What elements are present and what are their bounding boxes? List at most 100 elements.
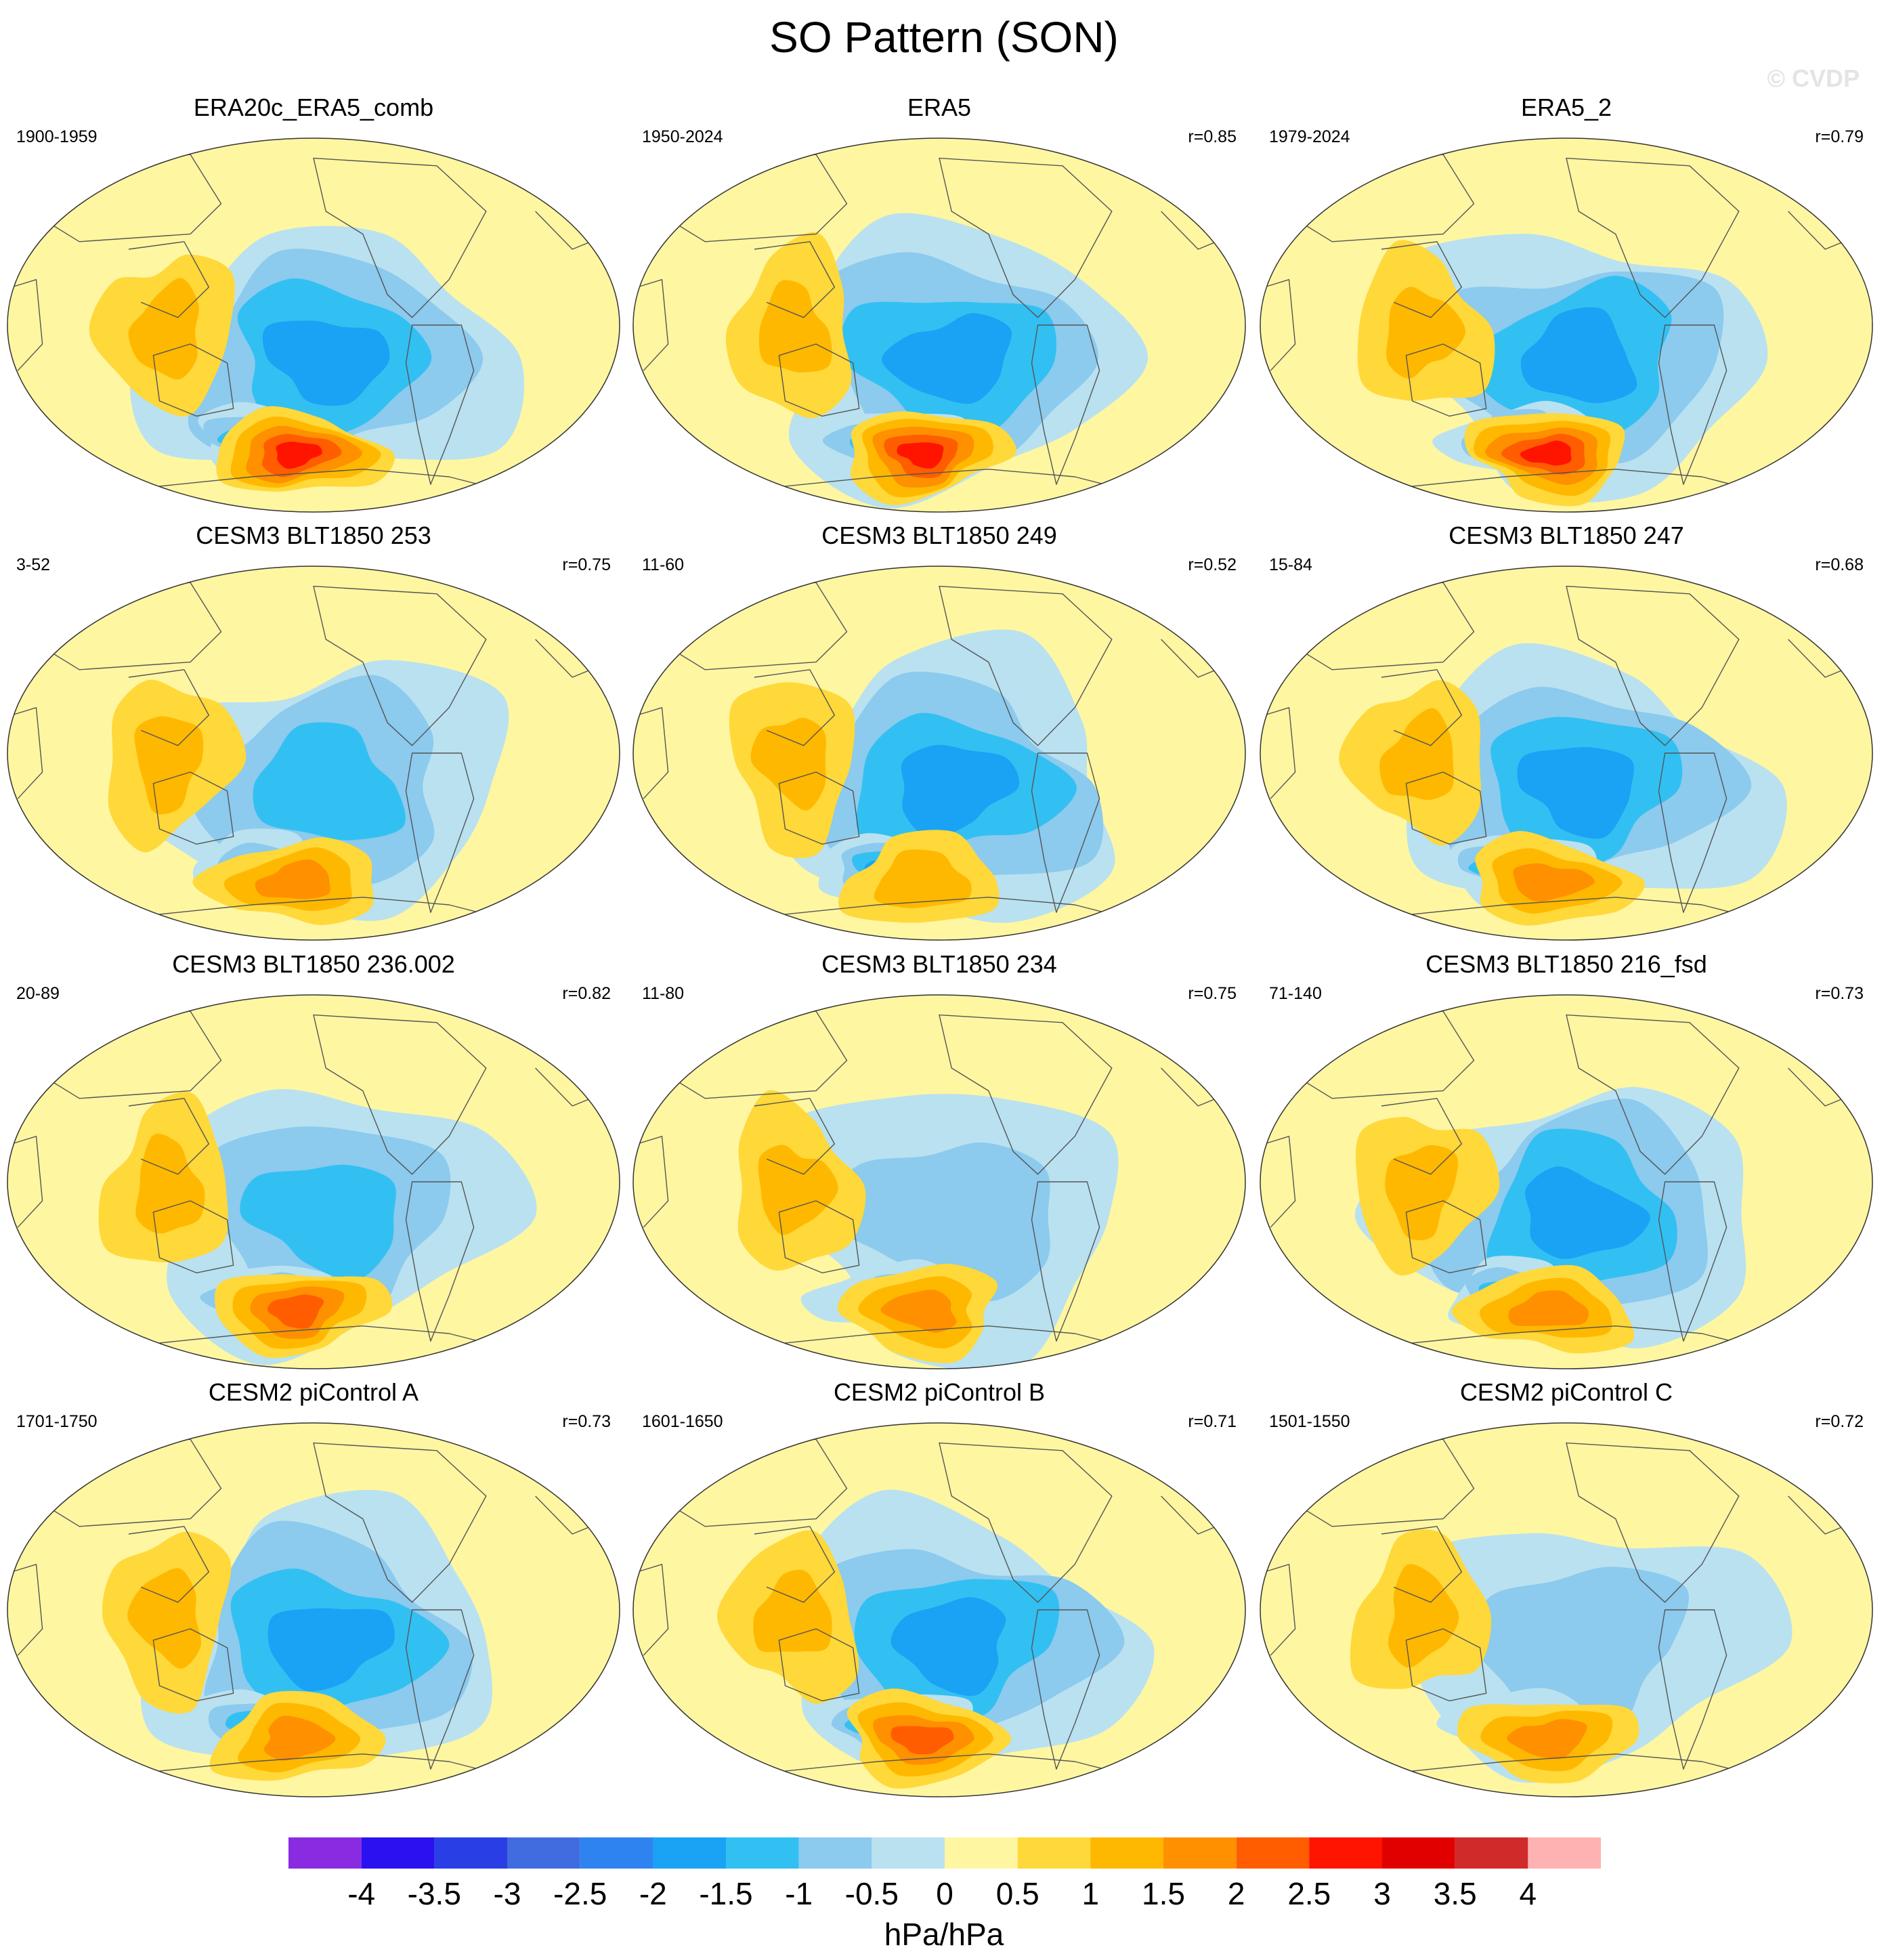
coastline xyxy=(1566,585,1740,746)
coastline xyxy=(767,1753,1149,1781)
colorbar-swatch xyxy=(288,1837,362,1869)
coastline xyxy=(313,157,487,318)
coastline xyxy=(754,669,835,746)
coastline xyxy=(939,1014,1113,1175)
coastline xyxy=(128,669,209,746)
panel-period: 1501-1550 xyxy=(1269,1412,1350,1431)
map-panel: ERA5_2 1979-2024 r=0.79 xyxy=(1258,93,1874,513)
coastline xyxy=(767,1325,1149,1353)
coastline xyxy=(1381,669,1462,746)
robinson-map xyxy=(7,994,620,1369)
map-panel: ERA5 1950-2024 r=0.85 xyxy=(631,93,1247,513)
coastline xyxy=(11,1564,43,1656)
positive-anomaly-contour xyxy=(1520,440,1572,466)
coastline xyxy=(1394,1753,1776,1781)
globe-outline xyxy=(1260,1422,1873,1797)
panel-period: 1701-1750 xyxy=(16,1412,98,1431)
positive-anomaly-contour xyxy=(753,1569,832,1653)
coastline xyxy=(152,1628,234,1702)
panel-pattern-correlation: r=0.85 xyxy=(1188,127,1237,146)
colorbar-swatch xyxy=(361,1837,435,1869)
colorbar-swatch xyxy=(1163,1837,1237,1869)
map-panel: CESM3 BLT1850 216_fsd 71-140 r=0.73 xyxy=(1258,950,1874,1370)
positive-anomaly-contour xyxy=(758,280,832,372)
globe-outline xyxy=(7,566,620,941)
colorbar-units-label: hPa/hPa xyxy=(884,1917,1004,1952)
panel-title: CESM2 piControl B xyxy=(833,1378,1046,1406)
negative-anomaly-contour xyxy=(1517,747,1634,839)
negative-anomaly-contour xyxy=(253,722,406,840)
panel-pattern-correlation: r=0.79 xyxy=(1815,127,1864,146)
coastline xyxy=(637,1136,669,1228)
coastline xyxy=(1031,324,1100,485)
panel-pattern-correlation: r=0.73 xyxy=(562,1412,611,1431)
panel-pattern-correlation: r=0.72 xyxy=(1815,1412,1864,1431)
colorbar-tick-label: 0 xyxy=(936,1876,953,1911)
panel-title: CESM3 BLT1850 249 xyxy=(821,521,1057,549)
robinson-map xyxy=(7,566,620,941)
colorbar-tick-label: -1.5 xyxy=(699,1876,752,1911)
coastline xyxy=(1394,1325,1776,1353)
coastline xyxy=(313,585,487,746)
colorbar-swatch xyxy=(1528,1837,1601,1869)
globe-outline xyxy=(1260,994,1873,1369)
negative-anomaly-contour xyxy=(240,1164,396,1281)
robinson-map xyxy=(7,1422,620,1797)
coastline xyxy=(1658,324,1728,485)
coastline xyxy=(141,469,523,496)
robinson-map xyxy=(1260,137,1873,513)
coastline xyxy=(1264,1136,1296,1228)
positive-anomaly-contour xyxy=(1513,863,1595,902)
coastline xyxy=(778,1628,860,1702)
negative-anomaly-contour xyxy=(267,1608,395,1692)
coastline xyxy=(405,324,475,485)
colorbar-swatch xyxy=(1090,1837,1163,1869)
colorbar-swatch xyxy=(726,1837,799,1869)
coastline xyxy=(1381,1526,1462,1603)
colorbar-swatch xyxy=(1309,1837,1382,1869)
panel-title: CESM3 BLT1850 234 xyxy=(821,950,1057,978)
panel-title: CESM3 BLT1850 253 xyxy=(196,521,431,549)
colorbar-swatch xyxy=(1236,1837,1310,1869)
panel-pattern-correlation: r=0.75 xyxy=(1188,984,1237,1003)
map-panel: CESM3 BLT1850 247 15-84 r=0.68 xyxy=(1258,521,1874,941)
coastline xyxy=(152,771,234,845)
panel-pattern-correlation: r=0.82 xyxy=(562,984,611,1003)
globe-outline xyxy=(1260,137,1873,513)
coastline xyxy=(141,897,523,924)
panel-period: 1900-1959 xyxy=(16,127,98,146)
positive-anomaly-contour xyxy=(1507,1719,1587,1760)
coastline xyxy=(1381,1098,1462,1175)
colorbar-tick-label: 0.5 xyxy=(996,1876,1039,1911)
panel-title: ERA5_2 xyxy=(1520,93,1612,121)
colorbar-swatch xyxy=(580,1837,653,1869)
colorbar-tick-label: -2.5 xyxy=(553,1876,607,1911)
robinson-map xyxy=(632,566,1246,941)
coastline xyxy=(1264,707,1296,799)
globe-outline xyxy=(632,566,1246,941)
negative-anomaly-contour xyxy=(822,1142,1050,1302)
panel-pattern-correlation: r=0.52 xyxy=(1188,555,1237,574)
negative-anomaly-contour xyxy=(882,313,1012,404)
positive-anomaly-contour xyxy=(134,716,204,815)
coastline xyxy=(1658,1609,1728,1770)
coastline xyxy=(1405,1628,1487,1702)
colorbar-swatch xyxy=(945,1837,1018,1869)
panel-period: 20-89 xyxy=(16,984,60,1003)
colorbar-tick-label: -4 xyxy=(347,1876,375,1911)
panel-period: 1950-2024 xyxy=(642,127,723,146)
coastline xyxy=(767,469,1149,496)
coastline xyxy=(1264,1564,1296,1656)
panel-pattern-correlation: r=0.75 xyxy=(562,555,611,574)
coastline xyxy=(1566,1442,1740,1603)
coastline xyxy=(128,241,209,318)
coastline xyxy=(1031,1181,1100,1342)
coastline xyxy=(939,585,1113,746)
negative-anomaly-contour xyxy=(1520,307,1637,404)
positive-anomaly-contour xyxy=(255,859,330,899)
map-panel: CESM2 piControl B 1601-1650 r=0.71 xyxy=(631,1378,1247,1798)
positive-anomaly-contour xyxy=(263,1716,336,1761)
robinson-map xyxy=(1260,1422,1873,1797)
robinson-map xyxy=(1260,994,1873,1369)
coastline xyxy=(11,707,43,799)
